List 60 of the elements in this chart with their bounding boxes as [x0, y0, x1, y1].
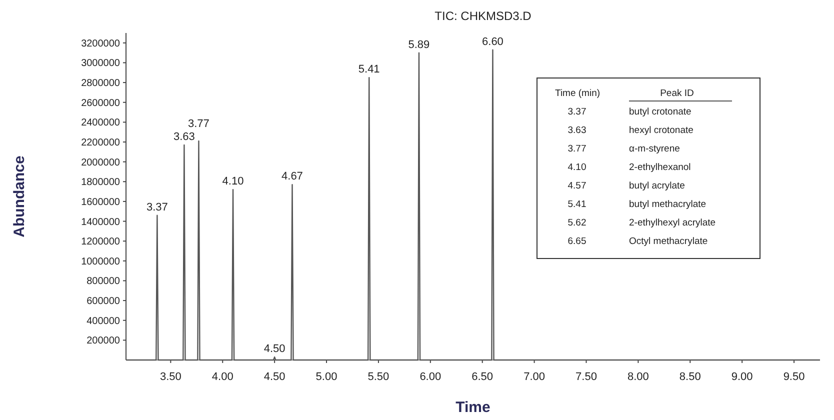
- annotation: 4.50: [264, 343, 286, 356]
- chart-title: TIC: CHKMSD3.D: [434, 9, 532, 23]
- annotation: hexyl crotonate: [629, 125, 694, 136]
- annotation: 3.77: [188, 118, 210, 130]
- y-tick-label: 2800000: [81, 78, 120, 90]
- x-tick-label: 3.50: [160, 371, 182, 383]
- x-tick-label: 4.50: [264, 371, 286, 383]
- x-axis-title: Time: [456, 399, 490, 416]
- annotation: Peak ID: [660, 88, 694, 99]
- x-tick-label: 8.00: [627, 371, 649, 383]
- annotation: butyl crotonate: [629, 106, 692, 118]
- y-tick-label: 1600000: [81, 196, 120, 208]
- annotation: 3.63: [173, 130, 195, 143]
- annotation: 2-ethylhexyl acrylate: [629, 218, 716, 228]
- y-tick-label: 1200000: [81, 236, 120, 248]
- annotation: 6.65: [568, 236, 586, 247]
- annotation: 6.60: [482, 36, 504, 48]
- x-tick-label: 4.00: [212, 371, 234, 383]
- annotation: 5.41: [358, 64, 380, 76]
- y-tick-label: 200000: [86, 336, 120, 347]
- y-tick-label: 2400000: [81, 118, 120, 129]
- annotation: α-m-styrene: [629, 144, 680, 154]
- y-tick-label: 2600000: [81, 98, 120, 109]
- annotation: 5.89: [408, 38, 430, 51]
- annotation: 4.67: [282, 170, 303, 183]
- annotation: 2-ethylhexanol: [629, 162, 691, 173]
- y-tick-label: 2200000: [81, 138, 120, 148]
- y-axis-title: Abundance: [11, 156, 28, 238]
- annotation: butyl methacrylate: [629, 199, 706, 210]
- y-tick-label: 1400000: [81, 216, 120, 228]
- annotation: 5.62: [568, 218, 586, 228]
- annotation: Octyl methacrylate: [629, 236, 708, 247]
- annotation: 5.41: [568, 199, 586, 210]
- annotation: 3.37: [146, 201, 168, 214]
- y-tick-label: 3000000: [81, 58, 120, 70]
- annotation: 4.10: [568, 162, 586, 173]
- annotation: butyl acrylate: [629, 180, 685, 192]
- annotation: 3.37: [568, 106, 586, 118]
- y-tick-label: 3200000: [81, 38, 120, 50]
- y-tick-label: 400000: [86, 316, 120, 327]
- x-tick-label: 5.50: [368, 371, 390, 383]
- line-series: [125, 49, 821, 361]
- y-tick-label: 1000000: [81, 256, 120, 268]
- annotation: Time (min): [555, 88, 600, 99]
- y-tick-label: 2000000: [81, 157, 120, 168]
- annotation: 3.63: [568, 125, 586, 136]
- y-tick-label: 600000: [86, 296, 120, 308]
- y-tick-label: 800000: [86, 276, 120, 288]
- x-tick-label: 7.00: [524, 371, 546, 383]
- annotation: 4.57: [568, 180, 586, 192]
- x-tick-label: 7.50: [576, 371, 597, 383]
- x-tick-label: 9.00: [731, 371, 753, 383]
- y-tick-label: 1800000: [81, 177, 120, 188]
- x-tick-label: 9.50: [783, 371, 805, 383]
- annotation: 4.10: [222, 176, 244, 188]
- x-tick-label: 6.00: [420, 371, 442, 383]
- x-tick-label: 8.50: [679, 371, 701, 383]
- x-tick-label: 5.00: [316, 371, 338, 383]
- x-tick-label: 6.50: [472, 371, 494, 383]
- annotation: 3.77: [568, 144, 586, 154]
